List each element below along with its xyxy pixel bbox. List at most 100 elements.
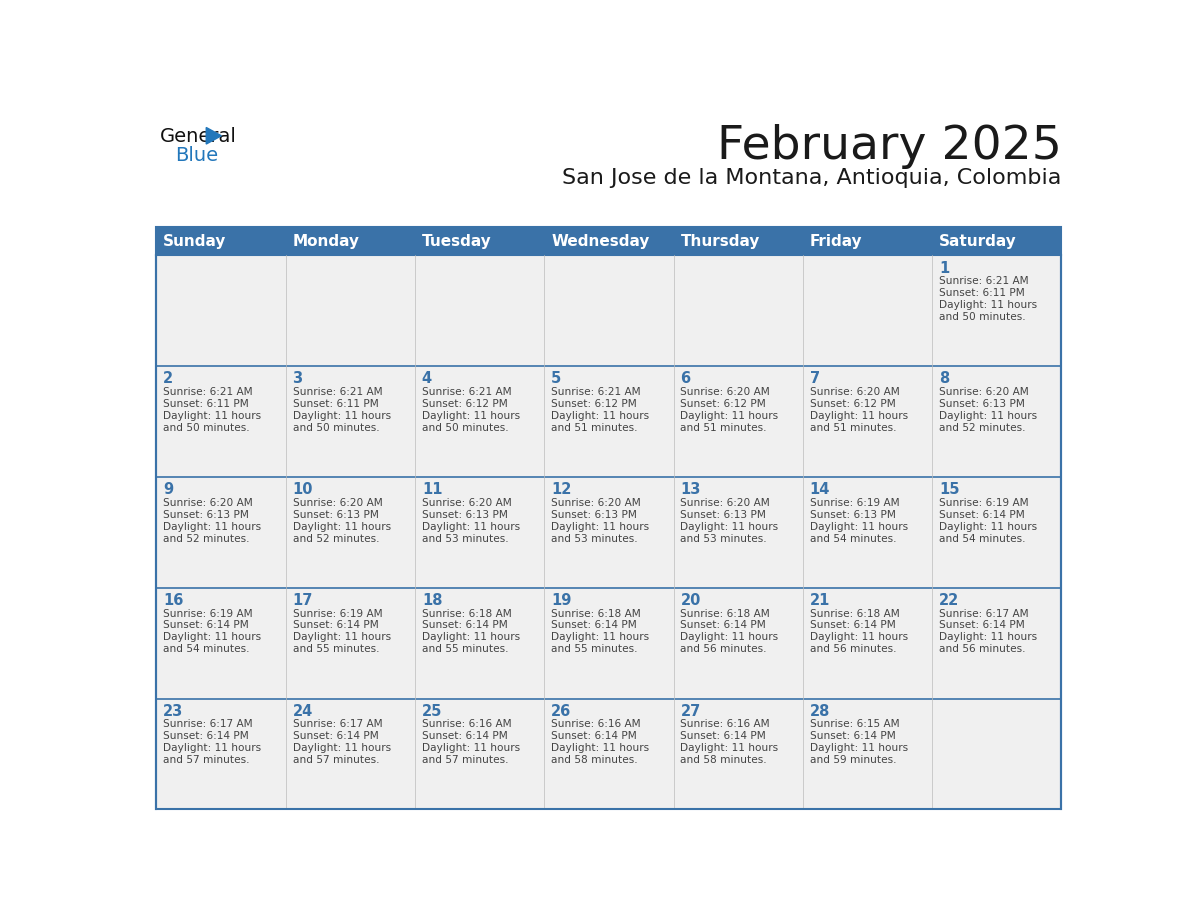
Text: Daylight: 11 hours: Daylight: 11 hours	[163, 521, 261, 532]
Text: Daylight: 11 hours: Daylight: 11 hours	[292, 744, 391, 753]
Text: 16: 16	[163, 593, 184, 608]
Text: Sunrise: 6:16 AM: Sunrise: 6:16 AM	[422, 720, 512, 729]
Text: and 50 minutes.: and 50 minutes.	[163, 422, 249, 432]
Bar	[544, 699, 674, 810]
Text: Sunset: 6:13 PM: Sunset: 6:13 PM	[292, 509, 379, 520]
Text: Sunset: 6:14 PM: Sunset: 6:14 PM	[551, 621, 637, 631]
Text: Sunrise: 6:18 AM: Sunrise: 6:18 AM	[681, 609, 770, 619]
Text: Sunset: 6:11 PM: Sunset: 6:11 PM	[939, 288, 1025, 298]
Text: Friday: Friday	[810, 234, 862, 249]
Text: and 55 minutes.: and 55 minutes.	[292, 644, 379, 655]
Text: Sunset: 6:14 PM: Sunset: 6:14 PM	[422, 621, 507, 631]
Text: 15: 15	[939, 482, 960, 498]
Text: and 56 minutes.: and 56 minutes.	[810, 644, 896, 655]
Bar	[157, 227, 1061, 810]
Bar	[674, 366, 803, 477]
Text: Daylight: 11 hours: Daylight: 11 hours	[939, 521, 1037, 532]
Text: and 55 minutes.: and 55 minutes.	[551, 644, 638, 655]
Text: and 59 minutes.: and 59 minutes.	[810, 756, 896, 765]
Text: Sunrise: 6:21 AM: Sunrise: 6:21 AM	[422, 386, 512, 397]
Text: Daylight: 11 hours: Daylight: 11 hours	[810, 744, 908, 753]
Bar	[933, 227, 1061, 255]
Text: and 56 minutes.: and 56 minutes.	[681, 644, 767, 655]
Text: Daylight: 11 hours: Daylight: 11 hours	[163, 744, 261, 753]
Text: Daylight: 11 hours: Daylight: 11 hours	[681, 744, 778, 753]
Bar	[415, 588, 544, 699]
Text: 10: 10	[292, 482, 314, 498]
Text: Daylight: 11 hours: Daylight: 11 hours	[422, 410, 520, 420]
Text: Daylight: 11 hours: Daylight: 11 hours	[292, 521, 391, 532]
Text: Sunset: 6:14 PM: Sunset: 6:14 PM	[681, 732, 766, 741]
Text: Blue: Blue	[175, 146, 217, 165]
Text: Sunset: 6:12 PM: Sunset: 6:12 PM	[810, 398, 896, 409]
Bar	[285, 227, 415, 255]
Text: Sunrise: 6:20 AM: Sunrise: 6:20 AM	[422, 498, 512, 508]
Bar	[803, 366, 933, 477]
Text: Sunset: 6:14 PM: Sunset: 6:14 PM	[551, 732, 637, 741]
Text: Daylight: 11 hours: Daylight: 11 hours	[422, 633, 520, 643]
Text: Sunset: 6:14 PM: Sunset: 6:14 PM	[939, 509, 1025, 520]
Text: 11: 11	[422, 482, 442, 498]
Text: 5: 5	[551, 372, 562, 386]
Text: Daylight: 11 hours: Daylight: 11 hours	[939, 633, 1037, 643]
Text: San Jose de la Montana, Antioquia, Colombia: San Jose de la Montana, Antioquia, Colom…	[562, 168, 1061, 188]
Text: Daylight: 11 hours: Daylight: 11 hours	[163, 633, 261, 643]
Text: 1: 1	[939, 261, 949, 275]
Text: and 50 minutes.: and 50 minutes.	[422, 422, 508, 432]
Text: Sunset: 6:14 PM: Sunset: 6:14 PM	[422, 732, 507, 741]
Text: 24: 24	[292, 704, 312, 719]
Text: Sunrise: 6:18 AM: Sunrise: 6:18 AM	[810, 609, 899, 619]
Bar	[674, 227, 803, 255]
Text: Sunrise: 6:20 AM: Sunrise: 6:20 AM	[551, 498, 640, 508]
Text: Daylight: 11 hours: Daylight: 11 hours	[810, 633, 908, 643]
Bar	[415, 366, 544, 477]
Text: 4: 4	[422, 372, 432, 386]
Bar	[157, 588, 285, 699]
Text: Daylight: 11 hours: Daylight: 11 hours	[551, 521, 650, 532]
Bar	[933, 366, 1061, 477]
Bar	[933, 588, 1061, 699]
Bar	[285, 699, 415, 810]
Text: and 53 minutes.: and 53 minutes.	[681, 533, 767, 543]
Text: 25: 25	[422, 704, 442, 719]
Text: Tuesday: Tuesday	[422, 234, 492, 249]
Bar	[157, 227, 285, 255]
Text: Sunrise: 6:17 AM: Sunrise: 6:17 AM	[939, 609, 1029, 619]
Text: 3: 3	[292, 372, 303, 386]
Text: and 52 minutes.: and 52 minutes.	[939, 422, 1025, 432]
Text: Sunset: 6:14 PM: Sunset: 6:14 PM	[681, 621, 766, 631]
Text: Daylight: 11 hours: Daylight: 11 hours	[292, 410, 391, 420]
Text: 14: 14	[810, 482, 830, 498]
Bar	[415, 699, 544, 810]
Polygon shape	[207, 128, 221, 144]
Text: Sunrise: 6:17 AM: Sunrise: 6:17 AM	[292, 720, 383, 729]
Text: 17: 17	[292, 593, 312, 608]
Text: Daylight: 11 hours: Daylight: 11 hours	[163, 410, 261, 420]
Bar	[285, 588, 415, 699]
Bar	[285, 477, 415, 588]
Text: 7: 7	[810, 372, 820, 386]
Text: Sunrise: 6:19 AM: Sunrise: 6:19 AM	[810, 498, 899, 508]
Text: and 54 minutes.: and 54 minutes.	[939, 533, 1025, 543]
Text: Sunday: Sunday	[163, 234, 227, 249]
Bar	[157, 477, 285, 588]
Text: Sunset: 6:14 PM: Sunset: 6:14 PM	[163, 732, 249, 741]
Bar	[933, 255, 1061, 366]
Text: and 51 minutes.: and 51 minutes.	[551, 422, 638, 432]
Text: Sunrise: 6:21 AM: Sunrise: 6:21 AM	[292, 386, 383, 397]
Text: Daylight: 11 hours: Daylight: 11 hours	[681, 410, 778, 420]
Text: and 57 minutes.: and 57 minutes.	[422, 756, 508, 765]
Bar	[544, 227, 674, 255]
Text: Daylight: 11 hours: Daylight: 11 hours	[810, 410, 908, 420]
Text: Monday: Monday	[292, 234, 360, 249]
Text: Sunrise: 6:20 AM: Sunrise: 6:20 AM	[163, 498, 253, 508]
Bar	[415, 477, 544, 588]
Text: Sunrise: 6:20 AM: Sunrise: 6:20 AM	[810, 386, 899, 397]
Text: Daylight: 11 hours: Daylight: 11 hours	[939, 300, 1037, 310]
Text: General: General	[160, 127, 236, 146]
Text: and 52 minutes.: and 52 minutes.	[163, 533, 249, 543]
Bar	[933, 477, 1061, 588]
Bar	[803, 255, 933, 366]
Text: and 54 minutes.: and 54 minutes.	[810, 533, 896, 543]
Text: 18: 18	[422, 593, 442, 608]
